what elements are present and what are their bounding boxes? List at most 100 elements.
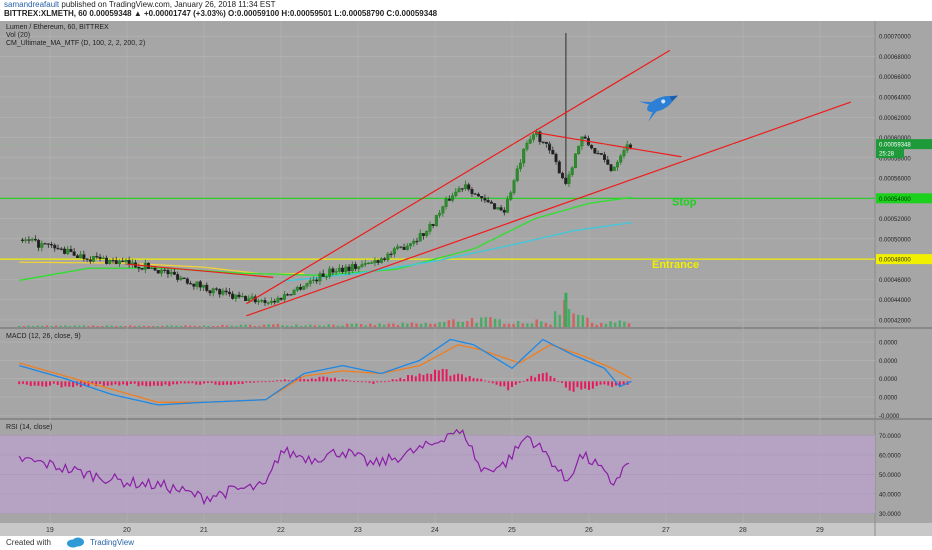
last-price-tag-bg xyxy=(876,139,932,150)
candle-body xyxy=(208,290,212,294)
macd-histogram-bar xyxy=(330,378,333,382)
author-link[interactable]: samandreafault xyxy=(4,0,60,9)
macd-histogram-bar xyxy=(52,381,55,384)
candle-body xyxy=(366,262,370,264)
macd-histogram-bar xyxy=(56,381,59,385)
macd-histogram-bar xyxy=(572,381,575,392)
volume-bar xyxy=(216,326,220,327)
candle-body xyxy=(114,260,118,265)
macd-histogram-bar xyxy=(541,373,544,382)
candle-body xyxy=(108,260,112,264)
candle-body xyxy=(476,193,480,197)
volume-bar xyxy=(82,325,86,327)
candle-body xyxy=(88,259,92,262)
macd-histogram-bar xyxy=(149,381,152,387)
candle-body xyxy=(522,148,526,164)
candle-body xyxy=(43,243,47,245)
macd-histogram-bar xyxy=(322,376,325,382)
candle-body xyxy=(156,269,160,274)
candle-body xyxy=(496,207,500,210)
macd-histogram-bar xyxy=(237,381,240,384)
macd-histogram-bar xyxy=(126,381,128,386)
candle-body xyxy=(59,248,63,250)
macd-histogram-bar xyxy=(129,381,132,384)
candle-body xyxy=(405,245,409,250)
candle-body xyxy=(512,180,516,193)
candle-body xyxy=(269,300,273,303)
candle-body xyxy=(140,268,144,270)
price-tick-label: 0.00056000 xyxy=(879,177,911,183)
volume-bar xyxy=(461,321,464,327)
macd-histogram-bar xyxy=(75,381,78,386)
volume-bar xyxy=(184,325,187,327)
macd-histogram-bar xyxy=(434,369,436,382)
volume-bar xyxy=(151,326,155,327)
tradingview-cloud-icon xyxy=(67,537,84,548)
macd-histogram-bar xyxy=(383,381,386,383)
candle-body xyxy=(347,266,351,272)
volume-bar xyxy=(429,323,432,327)
macd-histogram-bar xyxy=(222,381,225,385)
volume-bar xyxy=(480,317,483,327)
volume-bar xyxy=(276,323,280,327)
macd-histogram-bar xyxy=(172,381,175,385)
candle-body xyxy=(117,260,121,265)
macd-histogram-bar xyxy=(584,381,587,389)
rsi-tick-label: 50.0000 xyxy=(879,473,901,479)
candle-body xyxy=(53,244,57,249)
volume-bar xyxy=(452,319,455,327)
volume-bar xyxy=(558,314,561,327)
volume-bar xyxy=(549,324,552,327)
candle-body xyxy=(551,149,555,155)
candle-body xyxy=(470,189,474,194)
volume-bar xyxy=(401,322,404,327)
candle-body xyxy=(72,251,76,256)
candle-body xyxy=(198,281,202,288)
volume-bar xyxy=(165,325,169,327)
time-tick-label: 26 xyxy=(585,527,593,534)
macd-histogram-bar xyxy=(537,374,540,382)
volume-bar xyxy=(78,325,81,327)
candle-body xyxy=(463,184,467,189)
candle-body xyxy=(69,248,73,252)
time-tick-label: 29 xyxy=(816,527,824,534)
macd-histogram-bar xyxy=(160,381,163,387)
volume-bar xyxy=(406,323,409,327)
volume-bar xyxy=(198,326,201,327)
candle-body xyxy=(66,248,70,254)
price-tick-label: 0.00050000 xyxy=(879,237,911,243)
macd-histogram-bar xyxy=(41,381,44,387)
candle-body xyxy=(237,294,241,298)
macd-histogram-bar xyxy=(553,378,556,382)
stop-level-tag: 0.00054000 xyxy=(879,197,911,203)
macd-histogram-bar xyxy=(568,381,571,391)
volume-bar xyxy=(544,322,548,327)
candle-body xyxy=(260,300,264,302)
volume-bar xyxy=(419,323,423,327)
volume-bar xyxy=(253,326,257,327)
candle-body xyxy=(227,291,231,295)
rsi-tick-label: 70.0000 xyxy=(879,434,901,440)
macd-histogram-bar xyxy=(472,378,475,382)
candle-body xyxy=(46,243,50,245)
volume-bar xyxy=(516,320,520,327)
macd-histogram-bar xyxy=(368,381,371,383)
volume-bar xyxy=(68,326,72,327)
macd-histogram-bar xyxy=(141,381,144,386)
macd-histogram-bar xyxy=(460,374,463,382)
candle-body xyxy=(176,274,180,280)
volume-bar xyxy=(535,319,538,327)
volume-bar xyxy=(73,325,76,327)
volume-bar xyxy=(346,323,349,327)
macd-histogram-bar xyxy=(164,381,167,385)
tradingview-brand[interactable]: TradingView xyxy=(90,538,135,547)
candle-body xyxy=(396,246,400,249)
macd-histogram-bar xyxy=(218,381,221,386)
macd-histogram-bar xyxy=(518,381,521,383)
candle-body xyxy=(593,147,597,154)
price-tick-label: 0.00068000 xyxy=(879,55,911,61)
macd-histogram-bar xyxy=(526,378,529,382)
volume-bar xyxy=(249,324,252,327)
candle-body xyxy=(518,162,522,169)
candle-body xyxy=(360,264,364,267)
